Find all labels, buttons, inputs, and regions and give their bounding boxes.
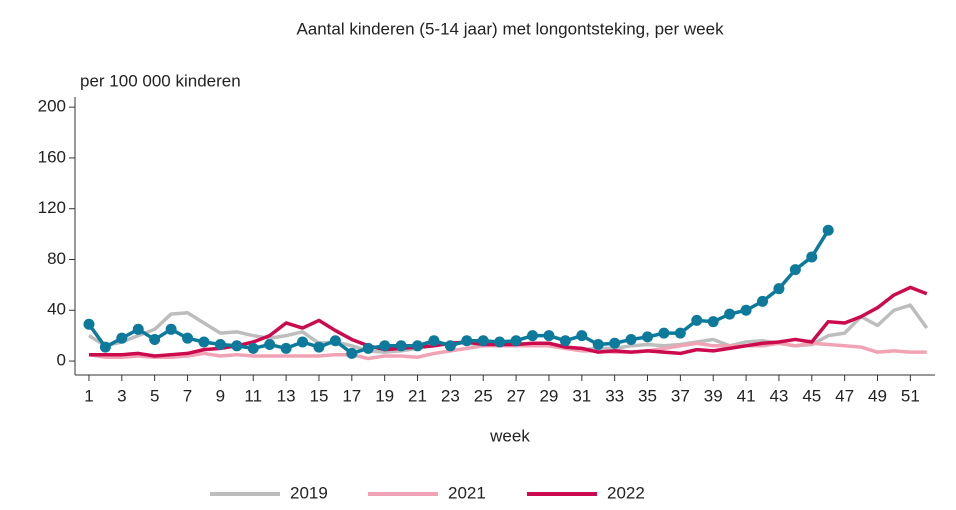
series-marker — [740, 304, 752, 316]
x-tick-label: 27 — [507, 386, 526, 405]
series-marker — [576, 330, 588, 342]
x-tick-label: 15 — [309, 386, 328, 405]
series-marker — [806, 251, 818, 263]
series-marker — [247, 342, 259, 354]
series-marker — [658, 327, 670, 339]
x-tick-label: 29 — [539, 386, 558, 405]
series-marker — [297, 336, 309, 348]
x-tick-label: 13 — [277, 386, 296, 405]
series-marker — [231, 340, 243, 352]
x-tick-label: 49 — [868, 386, 887, 405]
x-tick-label: 43 — [769, 386, 788, 405]
series-marker — [592, 339, 604, 351]
x-tick-label: 39 — [704, 386, 723, 405]
series-marker — [116, 332, 128, 344]
x-axis-label: week — [489, 426, 530, 445]
series-marker — [707, 316, 719, 328]
x-tick-label: 19 — [375, 386, 394, 405]
x-tick-label: 17 — [342, 386, 361, 405]
series-marker — [822, 224, 834, 236]
series-marker — [379, 340, 391, 352]
chart-title: Aantal kinderen (5-14 jaar) met longonts… — [296, 19, 724, 38]
x-tick-label: 7 — [183, 386, 192, 405]
x-tick-label: 1 — [84, 386, 93, 405]
series-marker — [99, 341, 111, 353]
x-tick-label: 47 — [835, 386, 854, 405]
series-marker — [494, 336, 506, 348]
series-marker — [182, 332, 194, 344]
series-marker — [625, 333, 637, 345]
series-marker — [362, 342, 374, 354]
y-tick-label: 160 — [38, 147, 66, 166]
series-marker — [691, 314, 703, 326]
series-marker — [773, 283, 785, 295]
series-marker — [674, 327, 686, 339]
series-marker — [444, 340, 456, 352]
legend-label: 2022 — [607, 483, 645, 502]
x-tick-label: 35 — [638, 386, 657, 405]
x-tick-label: 3 — [117, 386, 126, 405]
x-tick-label: 51 — [901, 386, 920, 405]
series-marker — [346, 347, 358, 359]
series-marker — [789, 264, 801, 276]
series-marker — [395, 340, 407, 352]
series-line — [88, 285, 928, 358]
x-tick-label: 25 — [474, 386, 493, 405]
series-marker — [264, 339, 276, 351]
legend-label: 2019 — [290, 483, 328, 502]
y-tick-label: 0 — [57, 351, 66, 370]
x-tick-label: 11 — [244, 386, 262, 405]
series-marker — [149, 333, 161, 345]
series-marker — [198, 336, 210, 348]
x-tick-label: 41 — [737, 386, 756, 405]
series-marker — [214, 339, 226, 351]
y-tick-label: 40 — [47, 300, 66, 319]
x-tick-label: 45 — [802, 386, 821, 405]
series-marker — [477, 335, 489, 347]
series-marker — [559, 335, 571, 347]
series-marker — [757, 295, 769, 307]
series-marker — [165, 323, 177, 335]
series-marker — [543, 330, 555, 342]
legend-label: 2021 — [448, 483, 486, 502]
series-marker — [609, 337, 621, 349]
series-marker — [642, 331, 654, 343]
y-tick-label: 80 — [47, 249, 66, 268]
series-line — [87, 229, 830, 356]
series-marker — [527, 330, 539, 342]
series-marker — [510, 335, 522, 347]
series-marker — [461, 335, 473, 347]
x-tick-label: 31 — [572, 386, 591, 405]
x-tick-label: 37 — [671, 386, 690, 405]
series-marker — [313, 341, 325, 353]
x-tick-label: 21 — [408, 386, 427, 405]
x-tick-label: 23 — [441, 386, 460, 405]
series-marker — [132, 323, 144, 335]
y-axis-label: per 100 000 kinderen — [80, 71, 241, 90]
series-marker — [280, 342, 292, 354]
series-marker — [329, 335, 341, 347]
x-tick-label: 9 — [216, 386, 225, 405]
series-marker — [412, 340, 424, 352]
x-tick-label: 33 — [605, 386, 624, 405]
y-tick-label: 120 — [38, 198, 66, 217]
x-tick-label: 5 — [150, 386, 159, 405]
series-marker — [724, 308, 736, 320]
series-marker — [83, 318, 95, 330]
y-tick-label: 200 — [38, 97, 66, 116]
series-marker — [428, 335, 440, 347]
